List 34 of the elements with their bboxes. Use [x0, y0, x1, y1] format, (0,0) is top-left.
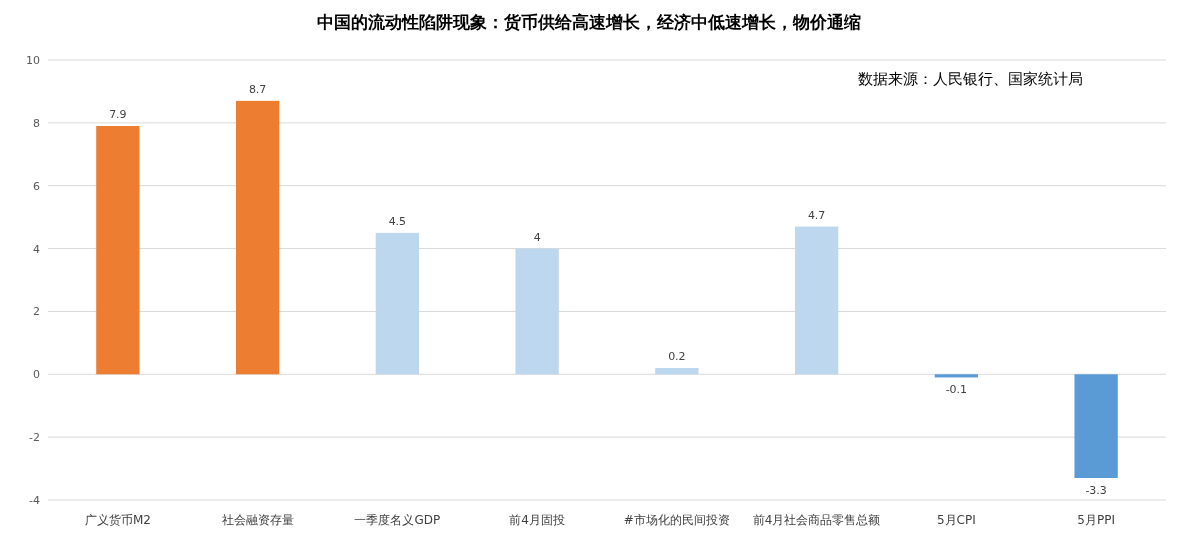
- bar: [655, 368, 699, 375]
- data-label: 7.9: [109, 108, 127, 121]
- y-tick-label: 8: [33, 116, 40, 130]
- data-label: 4.5: [388, 214, 407, 228]
- data-label: 0.2: [668, 350, 686, 363]
- y-tick-label: 10: [26, 54, 40, 67]
- y-tick-label: 6: [33, 179, 40, 193]
- bar: [515, 248, 559, 375]
- bar: [1074, 374, 1118, 478]
- x-tick-label: 广义货币M2: [84, 513, 151, 527]
- y-tick-label: -2: [29, 431, 40, 445]
- x-tick-label: 5月PPI: [1077, 513, 1115, 527]
- data-label: -0.1: [945, 383, 968, 397]
- annotation: 数据来源：人民银行、国家统计局: [858, 70, 1083, 88]
- data-label: 8.7: [248, 82, 267, 96]
- x-tick-label: 前4月固投: [509, 513, 565, 527]
- x-tick-label: 一季度名义GDP: [354, 513, 441, 527]
- y-tick-label: 0: [33, 368, 40, 382]
- y-tick-label: -4: [29, 494, 40, 507]
- x-tick-label: 社会融资存量: [221, 513, 294, 527]
- data-label: -3.3: [1085, 484, 1107, 497]
- bar: [934, 374, 979, 378]
- bar: [794, 226, 839, 375]
- y-tick-label: 4: [33, 242, 40, 256]
- x-tick-label: 5月CPI: [936, 513, 976, 527]
- data-label: 4: [533, 230, 541, 244]
- bar: [235, 100, 280, 375]
- chart-title: 中国的流动性陷阱现象：货币供给高速增长，经济中低速增长，物价通缩: [317, 12, 861, 32]
- data-label: 4.7: [807, 208, 826, 222]
- x-tick-label: #市场化的民间投资: [623, 513, 730, 527]
- x-tick-label: 前4月社会商品零售总额: [752, 513, 881, 527]
- bar: [375, 232, 420, 375]
- y-tick-label: 2: [33, 305, 40, 319]
- bar: [96, 126, 140, 375]
